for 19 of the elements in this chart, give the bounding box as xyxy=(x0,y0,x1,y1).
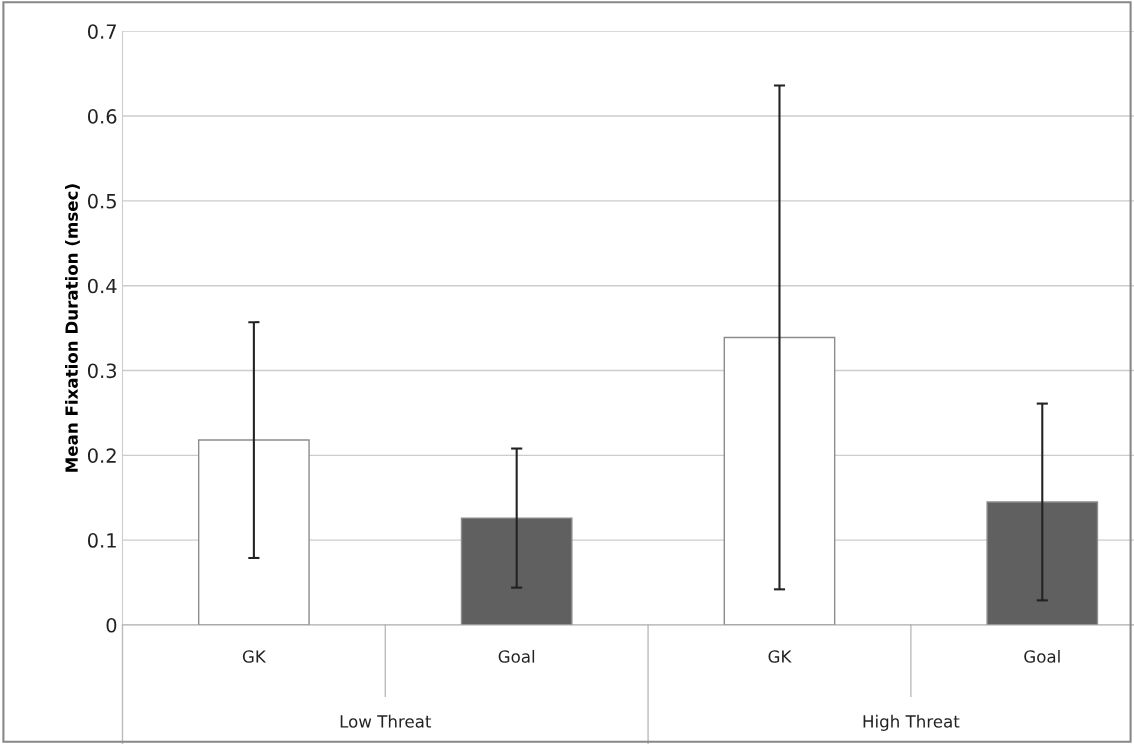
y-tick-label: 0.6 xyxy=(87,109,117,124)
x-tick-label: GK xyxy=(242,650,267,663)
bar xyxy=(723,336,836,625)
x-tick-label: Goal xyxy=(1024,649,1060,663)
y-tick-label: 0.3 xyxy=(87,363,117,379)
y-tick-label: 0.1 xyxy=(87,533,116,548)
y-tick-label: 0.7 xyxy=(87,24,116,39)
x-tick-label: GK xyxy=(768,650,792,663)
x-tick-label: Goal xyxy=(498,649,535,663)
text: Low Threat xyxy=(340,714,432,728)
bar xyxy=(460,517,573,625)
y-tick-label: 0.5 xyxy=(87,193,116,209)
y-axis-title: Mean Fixation Duration (msec) xyxy=(65,184,80,472)
y-tick-label: 0.4 xyxy=(87,278,117,294)
text: High Threat xyxy=(863,714,960,731)
bar xyxy=(986,501,1099,625)
y-tick-label: 0 xyxy=(106,617,117,633)
bar xyxy=(197,439,310,625)
y-tick-label: 0.2 xyxy=(87,448,116,463)
